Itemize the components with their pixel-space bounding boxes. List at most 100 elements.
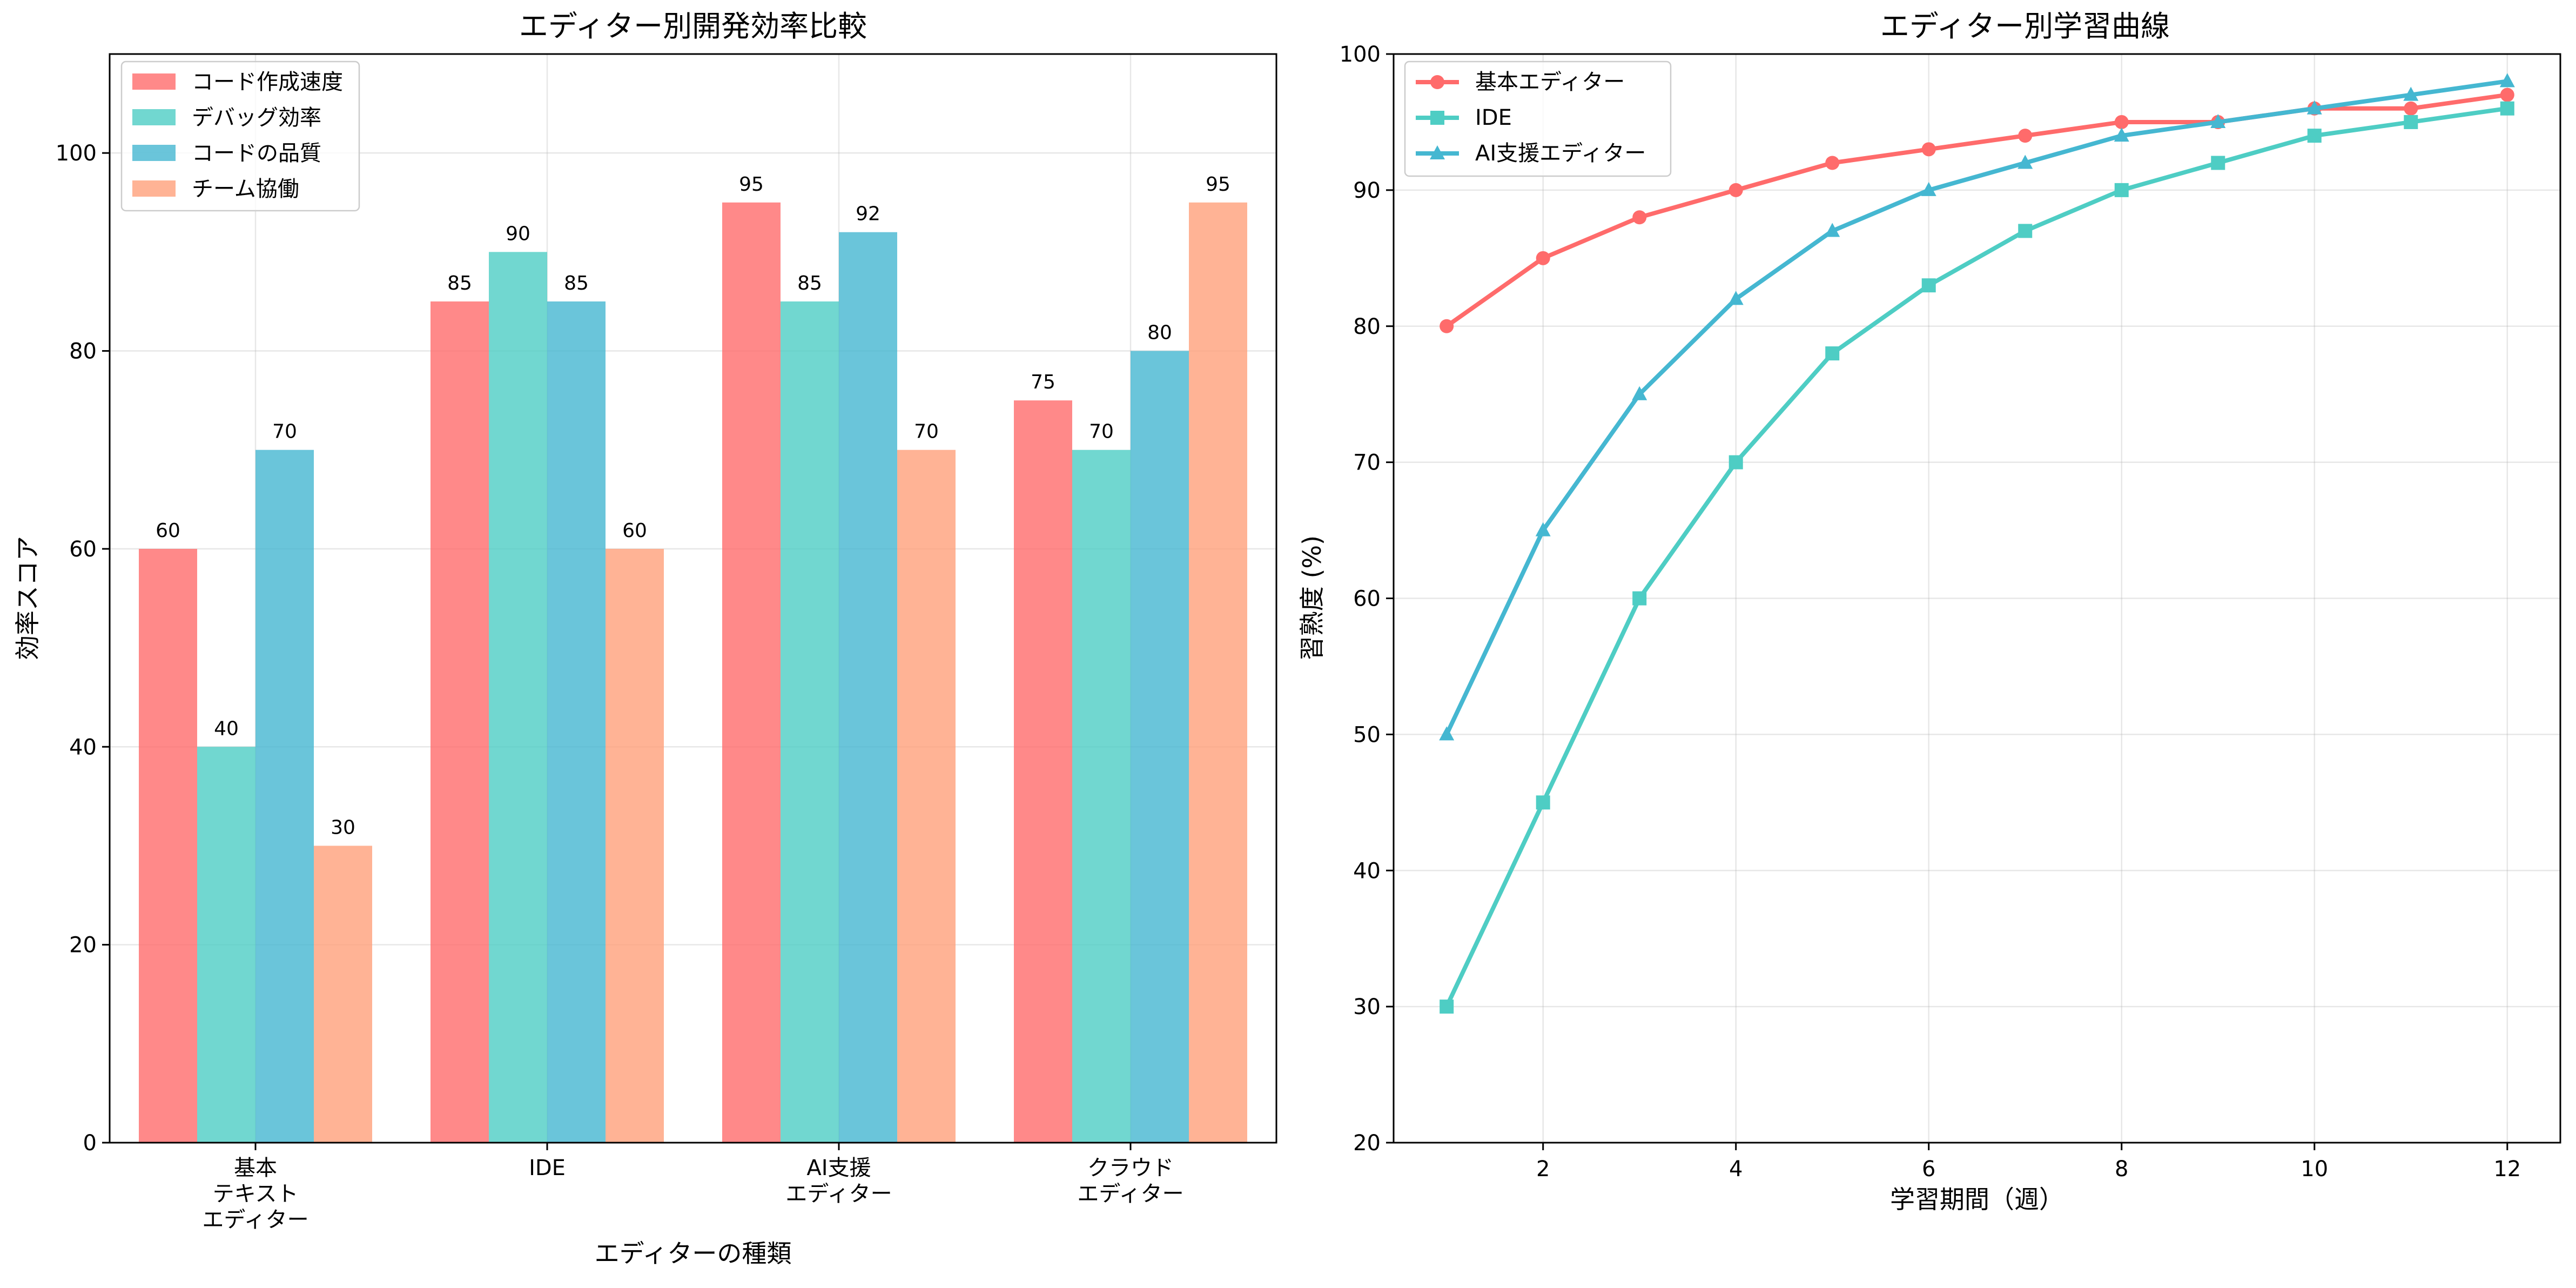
bar-デバッグ効率-1	[489, 252, 547, 1143]
bar-チーム協働-1	[606, 548, 664, 1143]
bar-value-label-コード作成速度-1: 85	[447, 272, 472, 294]
bar-チーム協働-3	[1189, 202, 1247, 1143]
bar-x-tick-label-2: AI支援エディター	[785, 1156, 892, 1206]
line-point-AI支援エディター-3	[1632, 386, 1647, 400]
bar-value-label-デバッグ効率-2: 85	[797, 272, 822, 294]
bar-コードの品質-2	[839, 232, 897, 1143]
line-point-IDE-2	[1536, 795, 1550, 810]
bar-legend-label-コード作成速度: コード作成速度	[192, 70, 343, 95]
bar-value-label-コードの品質-0: 70	[272, 421, 297, 443]
bar-デバッグ効率-0	[197, 747, 255, 1143]
line-point-基本エディター-5	[1825, 156, 1840, 170]
line-chart-frame	[1393, 53, 2561, 1144]
line-chart-y-axis: 20 30 40 50 60 70 80 90 100	[1340, 42, 1394, 1156]
line-point-基本エディター-6	[1921, 142, 1936, 157]
line-point-AI支援エディター-7	[2017, 155, 2033, 169]
line-point-AI支援エディター-8	[2114, 128, 2129, 142]
bar-y-tick-label-80: 80	[69, 339, 97, 364]
line-legend-label-AI支援エディター: AI支援エディター	[1475, 141, 1646, 166]
bar-legend-box	[120, 61, 360, 212]
bar-x-tick-label-0: 基本テキストエディター	[202, 1156, 308, 1232]
bar-chart-frame	[109, 53, 1277, 1144]
bar-チーム協働-0	[314, 846, 372, 1143]
bar-chart-y-axis-label: 効率スコア	[13, 536, 42, 660]
line-chart-x-axis: 2 4 6 8 10 12	[1536, 1143, 2521, 1182]
line-point-AI支援エディター-10	[2306, 100, 2322, 115]
line-point-基本エディター-4	[1728, 183, 1743, 197]
line-y-tick-label-80: 80	[1353, 314, 1381, 339]
line-point-IDE-5	[1825, 346, 1840, 361]
bar-value-label-デバッグ効率-1: 90	[506, 223, 530, 245]
line-point-基本エディター-8	[2114, 115, 2129, 129]
line-x-tick-label-10: 10	[2301, 1157, 2328, 1182]
line-legend-label-IDE: IDE	[1475, 105, 1512, 130]
bar-chart-x-axis: 基本テキストエディター IDE AI支援エディター クラウドエディター	[202, 1143, 1184, 1232]
bar-value-label-コード作成速度-3: 75	[1031, 371, 1055, 393]
bar-y-tick-label-100: 100	[56, 141, 97, 166]
bar-value-label-コード作成速度-0: 60	[156, 520, 180, 542]
bar-legend-swatch-デバッグ効率	[132, 109, 176, 125]
line-chart-y-axis-label: 習熟度 (%)	[1297, 535, 1327, 661]
bar-chart-y-axis: 0 20 40 60 80 100	[56, 141, 110, 1156]
bar-chart-x-axis-label: エディターの種類	[595, 1239, 792, 1268]
line-point-AI支援エディター-12	[2499, 73, 2515, 88]
bar-チーム協働-2	[897, 450, 956, 1143]
line-y-tick-label-70: 70	[1353, 451, 1381, 475]
line-chart-x-axis-label: 学習期間（週）	[1890, 1185, 2064, 1214]
line-y-tick-label-50: 50	[1353, 722, 1381, 747]
line-x-tick-label-4: 4	[1729, 1157, 1743, 1182]
line-x-tick-label-2: 2	[1536, 1157, 1550, 1182]
line-point-AI支援エディター-9	[2210, 113, 2226, 128]
bar-コードの品質-1	[547, 301, 606, 1143]
bar-legend-swatch-コードの品質	[132, 145, 176, 161]
line-y-tick-label-20: 20	[1353, 1131, 1381, 1156]
bar-コード作成速度-1	[431, 301, 489, 1143]
bar-コード作成速度-3	[1014, 400, 1072, 1143]
bar-value-label-チーム協働-2: 70	[914, 421, 939, 443]
bar-コード作成速度-0	[139, 548, 197, 1143]
line-point-基本エディター-11	[2404, 101, 2418, 116]
line-point-AI支援エディター-6	[1921, 182, 1936, 196]
line-chart-title: エディター別学習曲線	[1880, 9, 2170, 43]
bar-y-tick-label-20: 20	[69, 933, 97, 958]
bar-chart-bars: 60 85 95 75 40 90 85 70 70 85 92 80 30 60 70 95	[139, 173, 1247, 1143]
line-point-AI支援エディター-5	[1825, 223, 1840, 237]
bar-コード作成速度-2	[722, 202, 781, 1143]
bar-value-label-デバッグ効率-0: 40	[214, 717, 239, 740]
line-point-AI支援エディター-11	[2403, 86, 2419, 101]
line-series-AI支援エディター	[1444, 79, 2508, 736]
line-legend-marker-IDE	[1430, 111, 1444, 125]
line-point-IDE-1	[1440, 999, 1454, 1014]
bar-value-label-コードの品質-1: 85	[564, 272, 589, 294]
line-y-tick-label-40: 40	[1353, 858, 1381, 883]
bar-legend-label-チーム協働: チーム協働	[192, 177, 299, 202]
bar-legend-label-デバッグ効率: デバッグ効率	[192, 105, 321, 130]
bar-chart: エディター別開発効率比較 608595754090857070859280306…	[13, 9, 1277, 1268]
line-chart-series	[1439, 73, 2515, 1014]
bar-デバッグ効率-2	[781, 301, 839, 1143]
line-point-IDE-4	[1728, 455, 1743, 469]
line-point-基本エディター-12	[2500, 88, 2514, 102]
line-point-IDE-12	[2500, 101, 2514, 116]
bar-value-label-デバッグ効率-3: 70	[1089, 421, 1114, 443]
line-point-IDE-3	[1632, 591, 1647, 606]
line-legend-label-基本エディター: 基本エディター	[1475, 70, 1625, 95]
bar-コードの品質-3	[1131, 351, 1189, 1143]
bar-x-tick-label-1: IDE	[529, 1156, 566, 1180]
bar-x-tick-label-3: クラウドエディター	[1077, 1156, 1183, 1206]
line-point-AI支援エディター-1	[1439, 726, 1455, 741]
bar-コードの品質-0	[255, 450, 314, 1143]
bar-value-label-チーム協働-3: 95	[1206, 173, 1230, 196]
line-point-基本エディター-3	[1632, 210, 1647, 225]
line-point-基本エディター-1	[1440, 319, 1454, 333]
bar-chart-title: エディター別開発効率比較	[519, 9, 867, 43]
line-point-AI支援エディター-4	[1728, 291, 1744, 305]
line-x-tick-label-12: 12	[2493, 1157, 2521, 1182]
line-point-AI支援エディター-2	[1535, 522, 1551, 536]
line-legend-marker-基本エディター	[1430, 75, 1444, 89]
bar-y-tick-label-0: 0	[83, 1131, 97, 1156]
line-y-tick-label-100: 100	[1340, 42, 1381, 67]
